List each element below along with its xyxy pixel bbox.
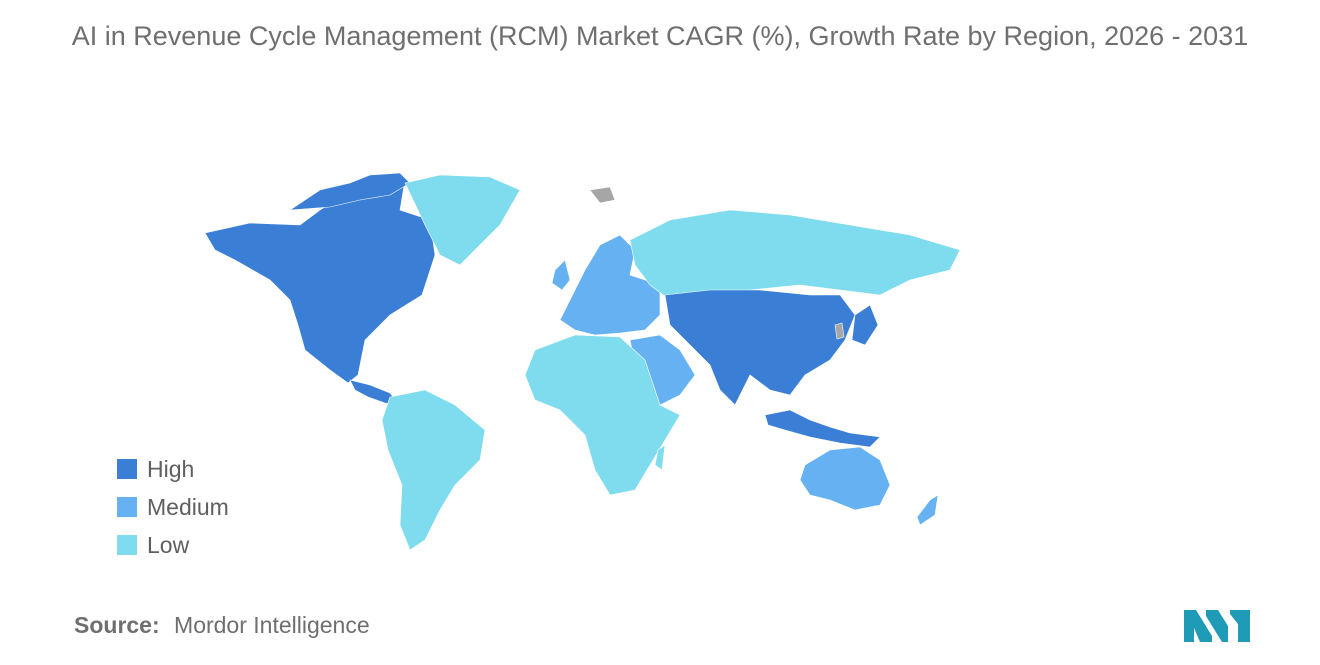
region-greenland xyxy=(404,174,521,266)
region-africa xyxy=(524,334,681,496)
region-europe xyxy=(559,234,661,336)
legend-swatch-high xyxy=(117,459,137,479)
legend-item-medium: Medium xyxy=(117,488,229,526)
logo-mark-mid xyxy=(1206,610,1228,642)
region-no-data xyxy=(589,186,616,204)
region-new-zealand xyxy=(916,494,939,526)
legend-label-medium: Medium xyxy=(147,493,229,520)
region-south-america xyxy=(381,389,486,551)
legend: High Medium Low xyxy=(117,450,229,564)
logo-mark-left xyxy=(1184,610,1212,642)
region-madagascar xyxy=(654,444,666,471)
legend-item-high: High xyxy=(117,450,229,488)
legend-swatch-low xyxy=(117,535,137,555)
source-note: Source: Mordor Intelligence xyxy=(74,612,370,639)
region-korea-no-data xyxy=(834,322,845,340)
source-label: Source: xyxy=(74,612,160,638)
legend-item-low: Low xyxy=(117,526,229,564)
chart-title: AI in Revenue Cycle Management (RCM) Mar… xyxy=(71,21,1249,51)
logo-mark-right xyxy=(1230,610,1250,642)
region-canadian-arctic xyxy=(288,172,411,211)
legend-label-low: Low xyxy=(147,531,190,558)
mordor-intelligence-logo xyxy=(1184,610,1250,642)
legend-swatch-medium xyxy=(117,497,137,517)
region-australia xyxy=(799,446,891,511)
region-southeast-asia-islands xyxy=(764,409,881,448)
region-russia xyxy=(629,209,961,301)
world-map xyxy=(204,172,961,551)
region-japan xyxy=(851,304,879,346)
region-uk xyxy=(551,259,571,291)
region-north-america xyxy=(204,179,436,384)
legend-label-high: High xyxy=(147,455,195,482)
source-value: Mordor Intelligence xyxy=(174,612,370,638)
region-asia xyxy=(664,289,856,406)
